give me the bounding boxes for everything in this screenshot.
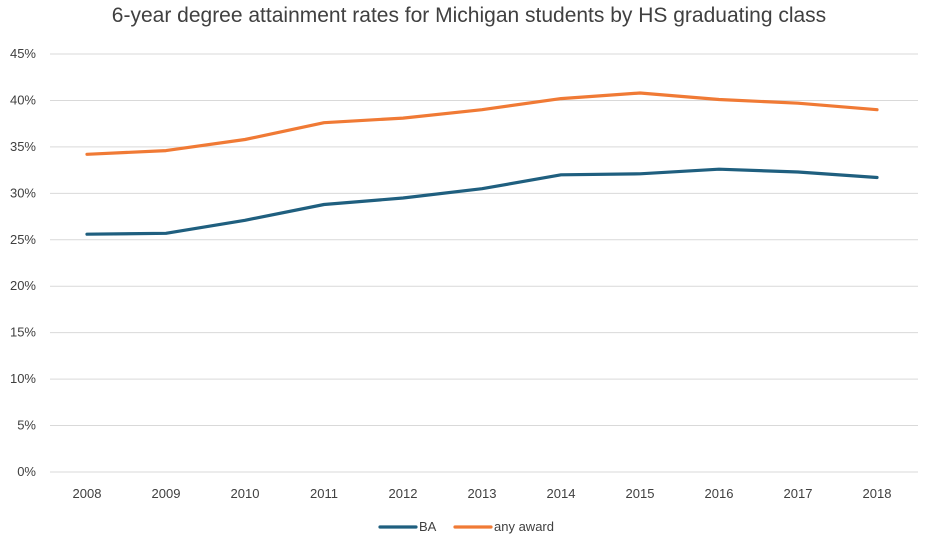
x-tick-label: 2015 xyxy=(626,486,655,501)
x-tick-label: 2010 xyxy=(231,486,260,501)
x-tick-label: 2017 xyxy=(784,486,813,501)
x-tick-label: 2008 xyxy=(73,486,102,501)
y-tick-label: 0% xyxy=(17,464,36,479)
series-line-any-award xyxy=(85,91,879,156)
y-tick-label: 15% xyxy=(10,325,36,340)
x-tick-label: 2014 xyxy=(547,486,576,501)
y-tick-label: 45% xyxy=(10,46,36,61)
series-lines xyxy=(85,91,879,236)
y-tick-label: 40% xyxy=(10,92,36,107)
y-tick-label: 25% xyxy=(10,232,36,247)
legend-label: any award xyxy=(494,519,554,534)
x-tick-label: 2016 xyxy=(705,486,734,501)
x-tick-label: 2018 xyxy=(863,486,892,501)
x-tick-label: 2009 xyxy=(152,486,181,501)
gridlines xyxy=(50,53,918,473)
legend-label: BA xyxy=(419,519,437,534)
x-tick-label: 2011 xyxy=(310,486,338,501)
y-tick-label: 10% xyxy=(10,371,36,386)
legend: BA any award xyxy=(378,519,554,534)
series-line-ba xyxy=(85,167,879,236)
chart-title: 6-year degree attainment rates for Michi… xyxy=(111,4,827,27)
x-tick-label: 2012 xyxy=(389,486,418,501)
x-axis-ticks: 2008 2009 2010 2011 2012 2013 2014 2015 2016 2017… xyxy=(73,486,892,501)
y-axis-ticks: 0% 5% 10% 15% 20% 25% 30% 35% 40% 45% xyxy=(10,46,36,479)
y-tick-label: 20% xyxy=(10,278,36,293)
y-tick-label: 35% xyxy=(10,139,36,154)
y-tick-label: 5% xyxy=(17,418,36,433)
x-tick-label: 2013 xyxy=(468,486,497,501)
y-tick-label: 30% xyxy=(10,185,36,200)
